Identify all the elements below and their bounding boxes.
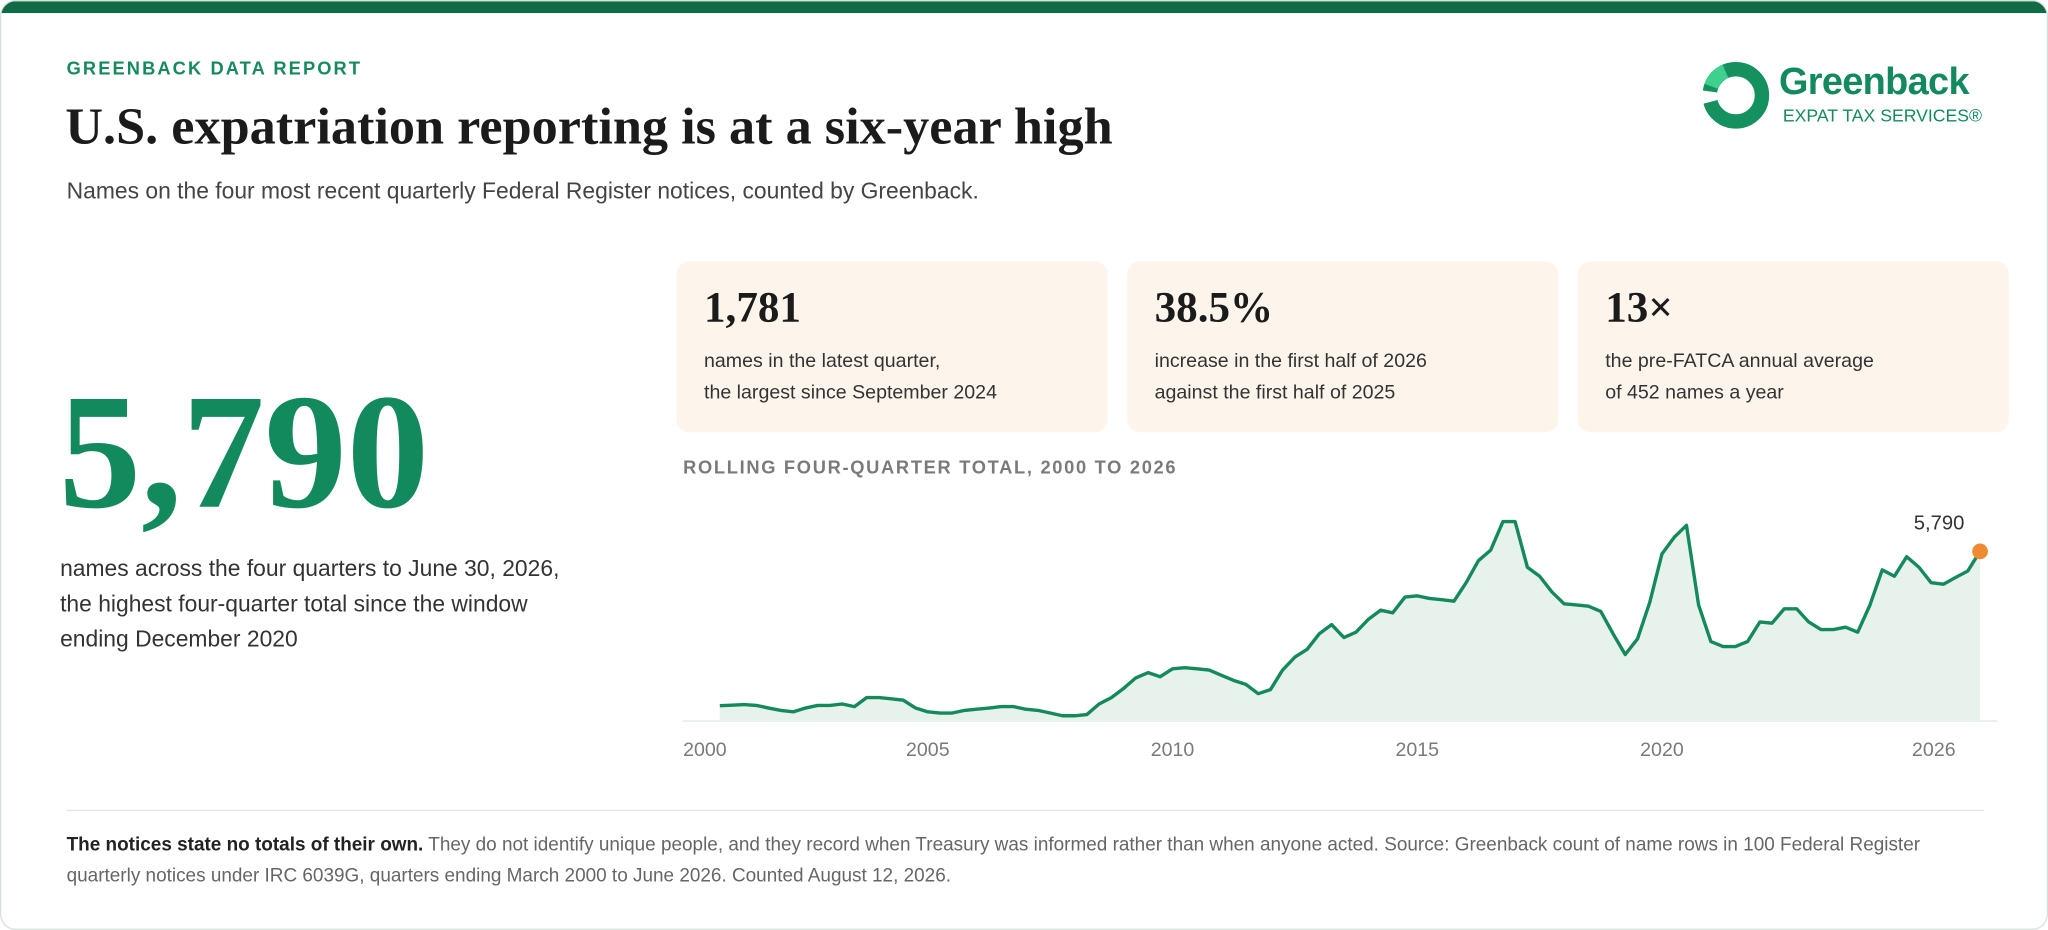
area <box>719 521 1981 721</box>
x-tick-label: 2015 <box>1395 739 1439 761</box>
stat-number: 38.5% <box>1154 284 1274 332</box>
stat-card: 38.5% increase in the first half of 2026… <box>1127 261 1559 433</box>
brand-tagline: EXPAT TAX SERVICES® <box>1782 105 1983 126</box>
hero-line: the highest four-quarter total since the… <box>60 590 528 617</box>
stat-line: the pre-FATCA annual average <box>1605 350 1874 373</box>
x-tick-label: 2010 <box>1151 739 1195 761</box>
stat-text: increase in the first half of 2026 agains… <box>1155 346 1427 409</box>
stat-line: names in the latest quarter, <box>703 350 941 373</box>
stat-line: against the first half of 2025 <box>1154 381 1396 404</box>
stat-number: 13× <box>1605 284 1673 332</box>
x-tick-label: 2000 <box>683 739 727 761</box>
stat-text: the pre-FATCA annual average of 452 names… <box>1605 346 1874 409</box>
stat-line: increase in the first half of 2026 <box>1154 350 1427 373</box>
hero-line: ending December 2020 <box>60 625 298 652</box>
hero-number: 5,790 <box>58 361 430 544</box>
highlight-point <box>1972 543 1988 560</box>
hero-line: names across the four quarters to June 3… <box>60 555 560 582</box>
divider <box>66 809 1984 812</box>
stat-number: 1,781 <box>703 284 801 332</box>
data-label: 5,790 <box>1914 512 1965 534</box>
logo-icon <box>1701 62 1770 129</box>
footer-text: They do not identify unique people, and … <box>66 834 1921 887</box>
stat-card: 1,781 names in the latest quarter, the la… <box>676 261 1108 433</box>
kicker: GREENBACK DATA REPORT <box>66 57 363 79</box>
x-tick-label: 2026 <box>1912 739 1956 761</box>
stat-card: 13× the pre-FATCA annual average of 452 n… <box>1577 261 2009 433</box>
stat-line: of 452 names a year <box>1605 381 1784 404</box>
headline: U.S. expatriation reporting is at a six-… <box>65 96 1113 156</box>
x-tick-label: 2020 <box>1640 739 1684 761</box>
footer: The notices state no totals of their own… <box>67 829 1974 892</box>
stat-line: the largest since September 2024 <box>703 381 997 404</box>
top-bar <box>1 1 2047 14</box>
brand-name: Greenback <box>1778 61 1970 104</box>
footer-lead: The notices state no totals of their own… <box>66 834 424 856</box>
hero-text: names across the four quarters to June 3… <box>60 551 559 657</box>
chart-title: ROLLING FOUR-QUARTER TOTAL, 2000 TO 2026 <box>683 457 1177 478</box>
subtitle: Names on the four most recent quarterly … <box>66 177 979 204</box>
x-tick-label: 2005 <box>906 739 950 761</box>
line <box>719 519 1982 718</box>
stat-text: names in the latest quarter, the largest … <box>704 346 997 409</box>
